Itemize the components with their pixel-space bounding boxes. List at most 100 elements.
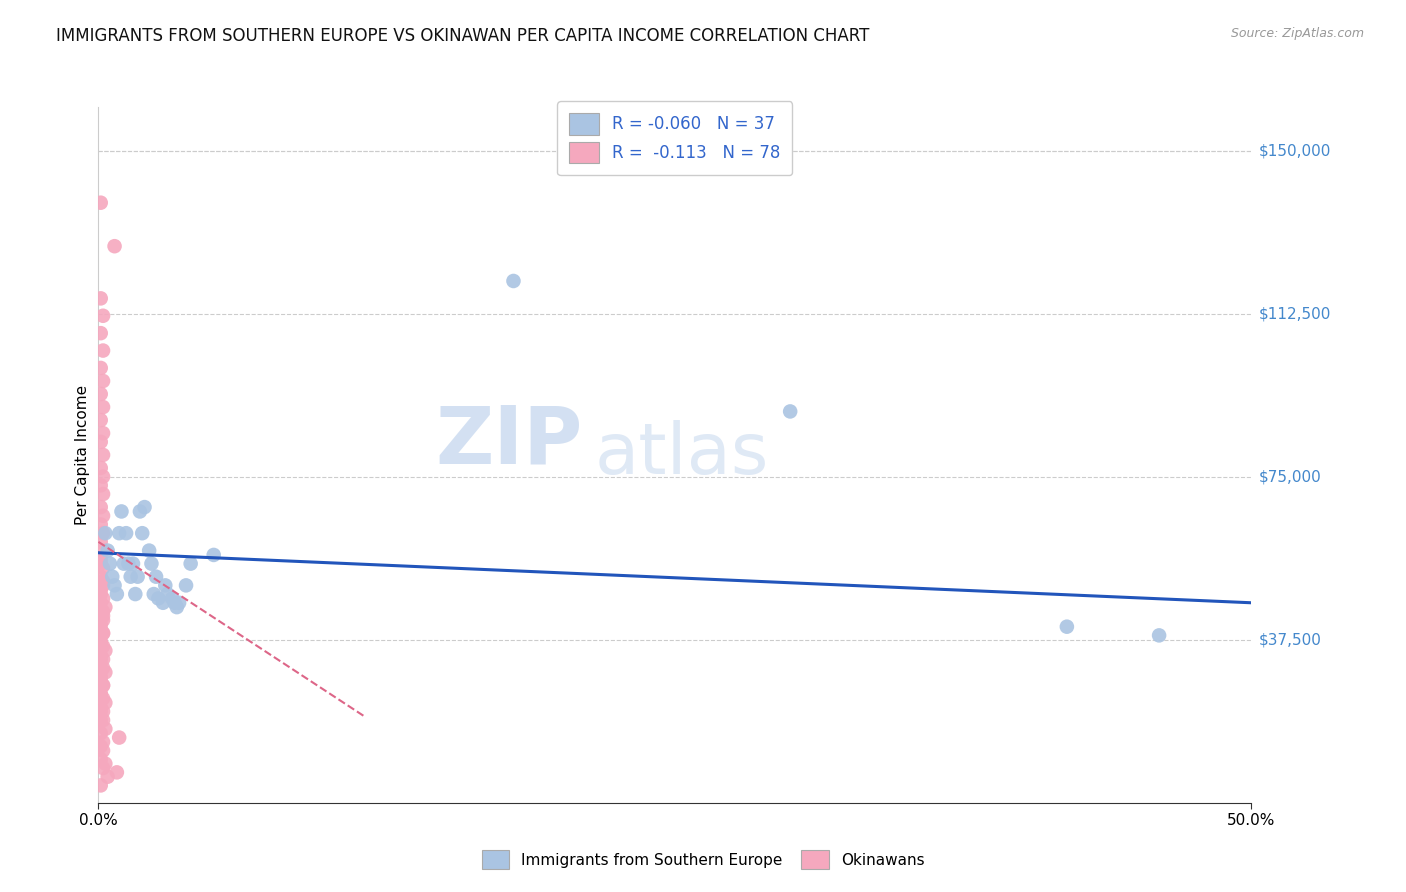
Point <box>91 705 114 719</box>
Point <box>90 535 112 549</box>
Point <box>91 713 114 727</box>
Point <box>90 587 112 601</box>
Point <box>91 605 114 619</box>
Point <box>91 508 114 523</box>
Point <box>105 587 128 601</box>
Point <box>112 557 135 571</box>
Text: $75,000: $75,000 <box>1258 469 1322 484</box>
Y-axis label: Per Capita Income: Per Capita Income <box>75 384 90 525</box>
Point <box>163 596 186 610</box>
Point <box>91 744 114 758</box>
Point <box>91 678 114 692</box>
Point <box>103 578 125 592</box>
Legend: Immigrants from Southern Europe, Okinawans: Immigrants from Southern Europe, Okinawa… <box>475 844 931 875</box>
Point <box>90 635 112 649</box>
Point <box>90 617 112 632</box>
Point <box>91 487 114 501</box>
Point <box>90 596 112 610</box>
Text: $150,000: $150,000 <box>1258 143 1330 158</box>
Point <box>124 587 146 601</box>
Point <box>98 557 121 571</box>
Point <box>90 326 112 341</box>
Point <box>90 752 112 766</box>
Point <box>134 500 156 514</box>
Point <box>174 578 197 592</box>
Point <box>180 557 202 571</box>
Point <box>91 626 114 640</box>
Point <box>91 400 114 414</box>
Point <box>91 661 114 675</box>
Point <box>91 574 114 588</box>
Point <box>152 596 174 610</box>
Point <box>90 713 112 727</box>
Point <box>91 578 114 592</box>
Text: Source: ZipAtlas.com: Source: ZipAtlas.com <box>1230 27 1364 40</box>
Point <box>122 557 145 571</box>
Point <box>90 195 112 210</box>
Point <box>148 591 170 606</box>
Point <box>90 582 112 597</box>
Point <box>103 239 125 253</box>
Point <box>91 639 114 653</box>
Point <box>90 608 112 623</box>
Point <box>90 661 112 675</box>
Point <box>101 570 124 584</box>
Point <box>91 652 114 666</box>
Point <box>91 608 114 623</box>
Point <box>94 526 117 541</box>
Point <box>91 691 114 706</box>
Point <box>108 731 131 745</box>
Point <box>90 687 112 701</box>
Point <box>90 387 112 401</box>
Point <box>94 665 117 680</box>
Point <box>91 613 114 627</box>
Point <box>97 543 120 558</box>
Text: $37,500: $37,500 <box>1258 632 1322 648</box>
Point <box>90 687 112 701</box>
Point <box>166 600 188 615</box>
Point <box>91 426 114 441</box>
Point <box>90 726 112 740</box>
Point <box>90 291 112 305</box>
Point <box>94 600 117 615</box>
Point <box>90 434 112 449</box>
Point <box>94 696 117 710</box>
Point <box>90 700 112 714</box>
Point <box>91 735 114 749</box>
Point <box>105 765 128 780</box>
Point <box>91 626 114 640</box>
Point <box>91 591 114 606</box>
Point <box>90 739 112 754</box>
Point <box>94 756 117 771</box>
Point <box>202 548 225 562</box>
Point <box>91 678 114 692</box>
Point <box>90 478 112 492</box>
Point <box>1056 620 1078 634</box>
Point <box>97 770 120 784</box>
Point <box>91 374 114 388</box>
Point <box>160 591 183 606</box>
Point <box>90 413 112 427</box>
Point <box>115 526 138 541</box>
Point <box>90 652 112 666</box>
Point <box>91 561 114 575</box>
Text: IMMIGRANTS FROM SOUTHERN EUROPE VS OKINAWAN PER CAPITA INCOME CORRELATION CHART: IMMIGRANTS FROM SOUTHERN EUROPE VS OKINA… <box>56 27 870 45</box>
Point <box>156 587 179 601</box>
Point <box>138 543 160 558</box>
Point <box>90 648 112 662</box>
Point <box>142 587 165 601</box>
Point <box>155 578 177 592</box>
Point <box>94 722 117 736</box>
Point <box>502 274 524 288</box>
Point <box>90 552 112 566</box>
Point <box>108 526 131 541</box>
Point <box>1147 628 1170 642</box>
Point <box>131 526 153 541</box>
Point <box>90 500 112 514</box>
Point <box>90 361 112 376</box>
Point <box>90 670 112 684</box>
Point <box>90 570 112 584</box>
Point <box>141 557 163 571</box>
Point <box>90 674 112 689</box>
Point <box>90 635 112 649</box>
